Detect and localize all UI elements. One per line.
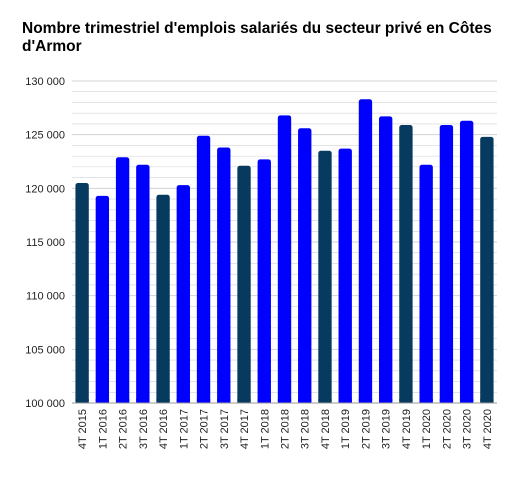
bar-base [217, 399, 231, 403]
bar [75, 182, 89, 403]
bar-base [156, 399, 170, 403]
x-tick-label: 1T 2020 [421, 409, 433, 449]
y-tick-label: 110 000 [26, 291, 65, 303]
bar [136, 164, 150, 403]
y-axis-ticks: 100 000 105 000 110 000 115 000 120 000 125 0… [25, 76, 65, 410]
bar-base [136, 399, 150, 403]
x-tick-label: 2T 2017 [199, 409, 211, 449]
bar [277, 115, 292, 403]
bar-base [480, 399, 494, 403]
bar-base [439, 399, 454, 403]
x-tick-label: 3T 2016 [138, 409, 150, 449]
bar [257, 159, 271, 403]
bar [156, 194, 170, 403]
bar [196, 135, 211, 404]
y-tick-label: 120 000 [25, 183, 65, 195]
bar [358, 99, 373, 403]
bar-base [95, 399, 110, 403]
x-tick-label: 1T 2019 [340, 409, 352, 449]
bar-base [379, 399, 393, 403]
x-tick-label: 4T 2015 [77, 409, 89, 449]
bar-base [75, 399, 89, 403]
bar-base [176, 399, 190, 403]
bar-base [277, 399, 292, 403]
y-tick-label: 115 000 [26, 237, 65, 249]
x-tick-label: 3T 2018 [300, 409, 312, 449]
bar [237, 165, 251, 403]
bar [459, 120, 474, 404]
y-tick-label: 100 000 [25, 398, 65, 410]
bar-base [459, 399, 474, 403]
bar-base [338, 399, 352, 403]
bar-base [257, 399, 271, 403]
x-tick-label: 4T 2017 [239, 409, 251, 449]
x-tick-label: 2T 2020 [441, 409, 453, 449]
bar [379, 116, 393, 404]
bar-base [237, 399, 251, 403]
bar-base [419, 399, 433, 403]
bar [298, 128, 312, 403]
x-tick-label: 4T 2019 [401, 409, 413, 449]
bar [217, 147, 231, 403]
bar-base [196, 399, 211, 403]
bar-base [318, 399, 332, 403]
x-tick-label: 4T 2016 [158, 409, 170, 449]
bar [95, 195, 110, 403]
x-tick-label: 3T 2020 [462, 409, 474, 449]
bar [419, 164, 433, 403]
y-tick-label: 125 000 [25, 130, 65, 142]
bar-base [358, 399, 373, 403]
y-tick-label: 105 000 [25, 344, 65, 356]
bar [399, 125, 413, 404]
bar [176, 185, 190, 403]
bar [439, 125, 454, 404]
bar [115, 157, 130, 403]
x-tick-label: 2T 2018 [280, 409, 292, 449]
x-tick-label: 2T 2019 [360, 409, 372, 449]
x-tick-label: 4T 2020 [482, 409, 494, 449]
x-tick-label: 3T 2019 [381, 409, 393, 449]
bar-base [298, 399, 312, 403]
y-tick-label: 130 000 [25, 76, 65, 88]
x-tick-label: 1T 2017 [178, 409, 190, 449]
bars [75, 99, 494, 404]
x-axis-ticks: 4T 2015 1T 2016 2T 2016 3T 2016 4T 2016 1T 20… [77, 409, 494, 449]
bar-base [399, 399, 413, 403]
x-tick-label: 1T 2018 [259, 409, 271, 449]
x-tick-label: 1T 2016 [97, 409, 109, 449]
x-tick-label: 2T 2016 [118, 409, 130, 449]
chart-title: Nombre trimestriel d'emplois salariés du… [22, 20, 492, 55]
bar [338, 148, 352, 403]
x-tick-label: 4T 2018 [320, 409, 332, 449]
bar [480, 136, 494, 403]
bar [318, 150, 332, 403]
x-tick-label: 3T 2017 [219, 409, 231, 449]
bar-base [115, 399, 130, 403]
